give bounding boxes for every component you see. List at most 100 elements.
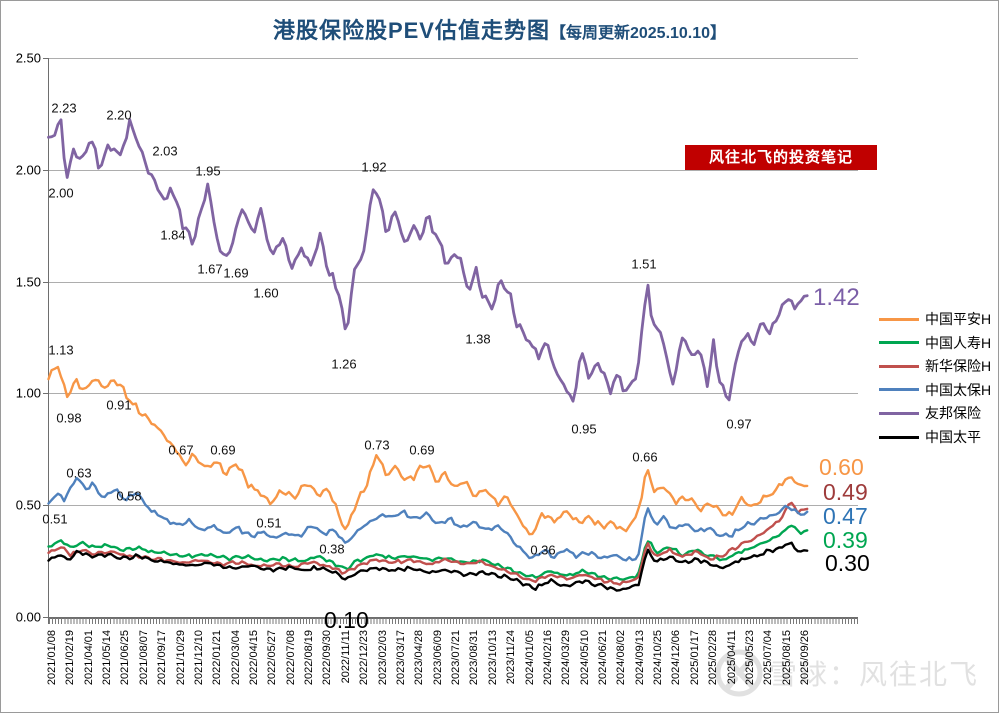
x-tick-label: 2022/01/21 [211, 630, 224, 686]
legend-item-ping-an-h: 中国平安H [879, 309, 991, 329]
x-tick-label: 2021/01/08 [46, 630, 58, 686]
y-tick-label: 2.50 [15, 50, 41, 66]
x-tick-label: 2022/11/11 [339, 630, 352, 684]
x-tick-label: 2021/02/19 [64, 630, 77, 686]
watermark: 雪球：风往北飞 [713, 647, 979, 699]
data-label: 2.23 [51, 100, 77, 116]
x-tick-label: 2024/01/05 [523, 630, 536, 686]
data-label: 0.95 [571, 421, 597, 437]
data-label: 0.58 [116, 488, 142, 504]
x-tick-label: 2025/05/23 [743, 630, 756, 686]
y-axis-tick [43, 169, 48, 171]
data-label: 2.20 [106, 107, 132, 123]
x-tick-label: 2022/04/15 [248, 630, 261, 686]
x-tick-label: 2021/04/01 [82, 630, 95, 686]
x-tick-label: 2025/01/17 [688, 630, 701, 686]
data-label: 0.66 [632, 449, 658, 465]
legend-item-nci-h: 新华保险H [879, 356, 991, 376]
x-tick-label: 2025/07/04 [762, 630, 775, 686]
x-tick-label: 2025/09/26 [799, 630, 811, 686]
data-label: 1.95 [195, 163, 221, 179]
data-label: 0.69 [409, 442, 435, 458]
legend-line-swatch [879, 341, 919, 345]
x-tick-label: 2024/05/10 [578, 630, 591, 686]
data-label: 0.91 [106, 397, 132, 413]
x-tick-label: 2023/02/03 [376, 630, 389, 686]
data-label: 1.60 [253, 285, 279, 301]
x-tick-label: 2022/05/27 [266, 630, 279, 686]
data-label: 1.13 [48, 342, 74, 358]
series-end-label: 0.39 [823, 527, 868, 553]
legend-label: 中国太保H [925, 381, 992, 398]
series-end-label: 0.49 [823, 479, 868, 505]
y-axis-tick [43, 505, 48, 507]
x-tick-label: 2021/12/10 [192, 630, 205, 686]
y-axis-tick [43, 393, 48, 395]
y-axis-tick [43, 281, 48, 283]
data-label: 2.03 [152, 143, 178, 159]
series-line-china-life-h [47, 524, 809, 581]
x-tick-label: 2023/11/24 [505, 630, 518, 685]
data-label: 0.38 [319, 541, 345, 557]
chart-title: 港股保险股PEV估值走势图 [272, 18, 550, 43]
x-tick-label: 2024/08/02 [615, 630, 628, 686]
data-label: 0.67 [168, 442, 194, 458]
data-label: 0.63 [66, 465, 92, 481]
grid-line [48, 393, 858, 395]
data-label: 0.73 [364, 437, 390, 453]
legend-label: 友邦保险 [925, 405, 981, 422]
watermark-text: 雪球：风往北飞 [769, 659, 980, 690]
x-tick-label: 2022/08/19 [303, 630, 316, 686]
x-tick-label: 2022/03/04 [229, 630, 242, 686]
data-label: 1.84 [160, 227, 186, 243]
x-tick-label: 2024/10/25 [652, 630, 665, 686]
legend-line-swatch [879, 411, 919, 415]
legend-line-swatch [879, 364, 919, 368]
legend-line-swatch [879, 435, 919, 439]
x-tick-label: 2024/09/13 [633, 630, 646, 686]
legend-item-china-taiping: 中国太平 [879, 427, 981, 447]
x-tick-label: 2023/06/09 [431, 630, 444, 686]
legend-item-cpic-h: 中国太保H [879, 380, 991, 400]
data-label: 1.67 [197, 261, 223, 277]
data-label: 0.98 [56, 410, 82, 426]
legend-line-swatch [879, 317, 919, 321]
legend-label: 中国人寿H [925, 334, 992, 351]
x-axis-tick-comb [49, 618, 858, 624]
grid-line [48, 505, 858, 507]
y-tick-label: 0.00 [15, 609, 41, 625]
data-label: 0.69 [210, 442, 236, 458]
legend-label: 中国平安H [925, 311, 992, 327]
x-tick-label: 2021/08/07 [137, 630, 150, 686]
x-tick-label: 2023/03/17 [394, 630, 407, 686]
series-line-china-taiping [47, 541, 809, 592]
grid-line [48, 281, 858, 283]
x-tick-label: 2025/02/28 [707, 630, 720, 686]
x-tick-label: 2021/06/25 [119, 630, 132, 686]
y-axis-tick [43, 58, 48, 59]
author-badge: 风往北飞的投资笔记 [685, 145, 877, 170]
x-tick-label: 2021/10/29 [174, 630, 187, 686]
y-tick-label: 1.50 [15, 274, 41, 290]
data-label: 1.38 [465, 331, 491, 347]
chart-update-note: 【每周更新2025.10.10】 [549, 25, 727, 42]
data-label: 0.51 [256, 515, 282, 531]
series-end-label: 0.60 [819, 454, 864, 480]
x-tick-label: 2025/04/11 [725, 630, 738, 685]
y-axis-tick [43, 617, 48, 618]
data-label: 0.36 [530, 542, 556, 558]
data-label: 1.51 [631, 256, 657, 272]
series-line-cpic-h [47, 476, 809, 562]
data-label: 0.97 [726, 416, 752, 432]
xueqiu-logo-icon [715, 649, 763, 697]
x-tick-label: 2024/02/16 [541, 630, 554, 686]
legend-item-aia: 友邦保险 [879, 403, 981, 423]
x-tick-label: 2024/03/29 [560, 630, 573, 686]
data-label: 1.69 [223, 265, 249, 281]
series-end-label: 0.30 [825, 550, 870, 576]
y-tick-label: 2.00 [15, 162, 41, 178]
x-tick-label: 2023/10/13 [486, 630, 499, 686]
x-tick-label: 2022/12/23 [358, 630, 371, 686]
